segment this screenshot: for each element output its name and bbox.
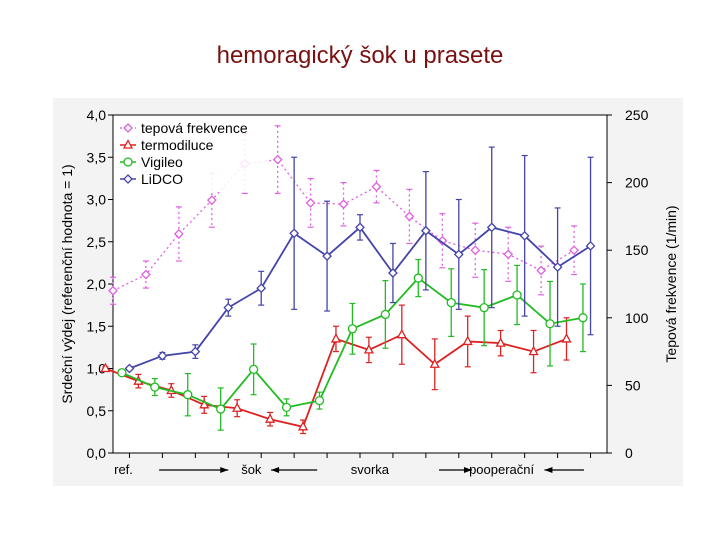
data-point (338, 199, 349, 210)
left-tick-label: 0,0 (87, 445, 107, 461)
data-point (479, 303, 489, 313)
data-point (528, 345, 539, 356)
left-tick-label: 3,5 (87, 149, 107, 165)
data-point (420, 225, 431, 236)
data-point (355, 222, 365, 233)
left-tick-label: 1,0 (87, 361, 107, 377)
data-point (363, 344, 374, 354)
data-point (216, 404, 226, 414)
right-tick-label: 250 (625, 107, 649, 123)
data-point (150, 382, 160, 392)
phase-label: pooperační (469, 462, 534, 477)
data-point (437, 235, 448, 246)
right-tick-label: 100 (625, 310, 649, 326)
data-point (281, 402, 292, 413)
data-point (585, 241, 596, 251)
legend-marker (123, 123, 133, 133)
right-tick-label: 150 (625, 242, 649, 258)
data-point (108, 285, 118, 296)
data-point (223, 302, 234, 313)
legend-marker (123, 174, 133, 184)
legend-marker (123, 157, 133, 167)
data-point (380, 309, 391, 320)
data-point (552, 262, 563, 273)
data-point (404, 211, 415, 222)
data-point (117, 368, 127, 378)
data-point (503, 249, 514, 260)
legend-label: termodiluce (141, 137, 214, 153)
data-point (157, 350, 168, 361)
data-point (232, 402, 243, 412)
data-point (578, 313, 588, 323)
legend-background (116, 120, 266, 192)
data-point (248, 364, 259, 374)
right-tick-label: 0 (625, 445, 633, 461)
data-point (124, 363, 135, 374)
data-point (330, 333, 342, 343)
data-point (190, 346, 201, 357)
data-point (462, 335, 473, 346)
y-axis-label: Srdeční výdej (referenční hodnota = 1) (59, 164, 75, 403)
data-point (545, 319, 555, 329)
data-point (413, 273, 423, 283)
legend-label: Vigileo (141, 154, 183, 170)
left-tick-label: 1,5 (87, 318, 107, 334)
phase-label: šok (241, 462, 262, 477)
data-point (199, 398, 210, 409)
data-point (495, 337, 506, 347)
data-point (569, 245, 579, 256)
legend-label: tepová frekvence (141, 120, 248, 136)
data-point (314, 395, 325, 406)
data-point (536, 265, 547, 276)
phase-arrowhead (463, 467, 472, 473)
data-point (561, 333, 572, 343)
data-point (388, 268, 398, 278)
y2-axis-label: Tepová frekvence (1/min) (663, 205, 679, 362)
data-point (206, 195, 217, 206)
data-point (519, 230, 530, 241)
left-tick-label: 2,5 (87, 234, 107, 250)
data-point (289, 228, 300, 239)
left-tick-label: 0,5 (87, 403, 107, 419)
data-point (297, 420, 309, 431)
phase-label: ref. (114, 462, 133, 477)
data-point (256, 283, 267, 294)
data-point (173, 229, 184, 239)
left-tick-label: 3,0 (87, 192, 107, 208)
data-point (470, 245, 481, 256)
data-point (429, 358, 440, 368)
right-tick-label: 50 (625, 377, 641, 393)
left-tick-label: 2,0 (87, 276, 107, 292)
phase-arrowhead (271, 467, 280, 473)
legend-marker (122, 139, 134, 149)
right-tick-label: 200 (625, 175, 649, 191)
data-point (183, 390, 193, 400)
legend-label: LiDCO (141, 171, 183, 187)
data-point (371, 181, 382, 192)
data-point (100, 362, 111, 373)
data-point (446, 297, 456, 308)
phase-arrowhead (544, 467, 553, 473)
data-point (265, 413, 276, 423)
phase-label: svorka (351, 462, 390, 477)
data-point (322, 251, 332, 262)
data-point (512, 290, 522, 300)
data-point (396, 328, 407, 339)
left-tick-label: 4,0 (87, 107, 107, 123)
data-point (453, 249, 464, 260)
page-title: hemoragický šok u prasete (216, 42, 504, 69)
data-point (141, 269, 151, 280)
data-point (305, 197, 316, 208)
data-point (272, 154, 283, 165)
data-point (486, 222, 497, 233)
data-point (347, 324, 358, 334)
phase-arrowhead (220, 467, 229, 473)
